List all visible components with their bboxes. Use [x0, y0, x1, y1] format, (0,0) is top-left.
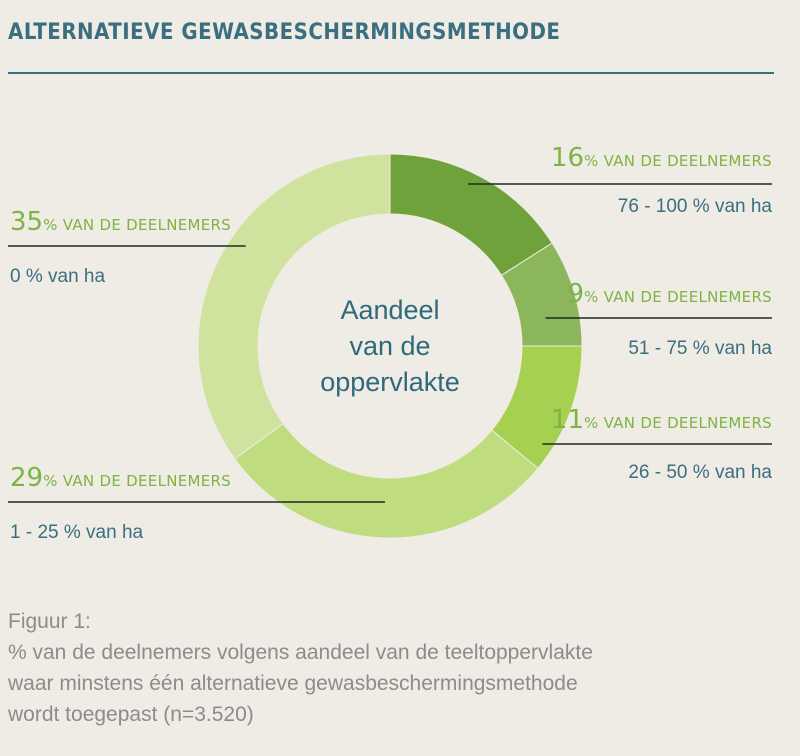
- center-label-line: Aandeel: [340, 295, 439, 325]
- caption-line: wordt toegepast (n=3.520): [8, 703, 254, 726]
- title-divider: [8, 72, 774, 74]
- figure-caption: Figuur 1: % van de deelnemers volgens aa…: [8, 606, 788, 730]
- slice-range-label: 0 % van ha: [10, 266, 105, 287]
- slice-range-label: 26 - 50 % van ha: [628, 462, 772, 483]
- center-label: Aandeel van de oppervlakte: [320, 295, 460, 397]
- donut-slice: [389, 153, 553, 276]
- slice-range-label: 76 - 100 % van ha: [618, 196, 773, 217]
- donut-slice: [233, 422, 539, 539]
- slice-labels: 16% VAN DE DEELNEMERS 76 - 100 % van ha 9%…: [10, 143, 772, 543]
- caption-line: waar minstens één alternatieve gewasbesc…: [8, 672, 578, 695]
- slice-percent-label: 9% VAN DE DEELNEMERS: [567, 279, 772, 309]
- center-label-line: van de: [349, 331, 430, 361]
- slice-percent-label: 29% VAN DE DEELNEMERS: [10, 463, 231, 493]
- slice-percent-label: 35% VAN DE DEELNEMERS: [10, 207, 231, 237]
- slice-percent-label: 16% VAN DE DEELNEMERS: [551, 143, 772, 173]
- center-label-line: oppervlakte: [320, 367, 460, 397]
- slice-range-label: 1 - 25 % van ha: [10, 522, 144, 543]
- donut-chart: 16% VAN DE DEELNEMERS 76 - 100 % van ha 9%…: [8, 143, 772, 543]
- leader-lines: [8, 183, 772, 503]
- donut-slices: [197, 153, 583, 539]
- page-title: ALTERNATIEVE GEWASBESCHERMINGSMETHODE: [8, 20, 561, 45]
- caption-line: % van de deelnemers volgens aandeel van …: [8, 641, 593, 664]
- donut-slice: [197, 153, 391, 460]
- caption-label: Figuur 1:: [8, 610, 91, 633]
- slice-range-label: 51 - 75 % van ha: [628, 338, 772, 359]
- slice-percent-label: 11% VAN DE DEELNEMERS: [551, 405, 772, 435]
